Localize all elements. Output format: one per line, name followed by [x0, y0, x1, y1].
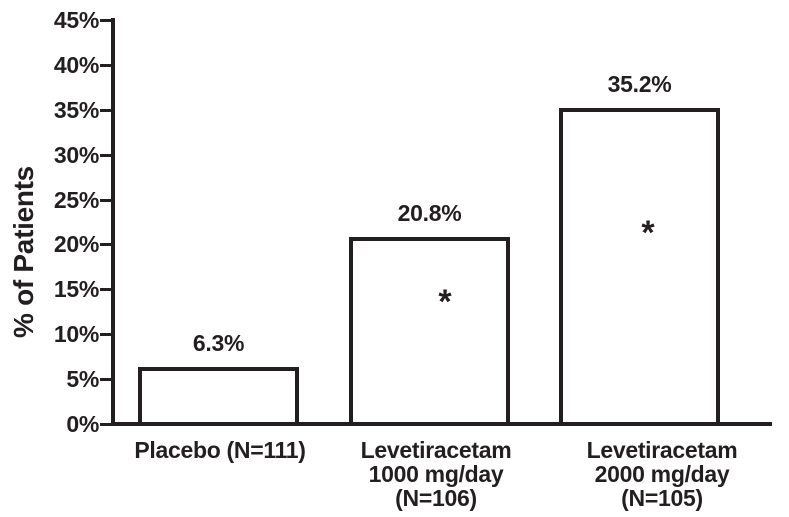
- y-tick-mark: [100, 154, 112, 157]
- significance-asterisk: *: [438, 283, 452, 321]
- bar-2: [349, 237, 510, 426]
- y-tick-label: 40%: [53, 52, 99, 78]
- x-category-label: Placebo (N=111): [134, 437, 306, 463]
- y-tick-mark: [100, 199, 112, 202]
- y-tick-mark: [100, 64, 112, 67]
- y-tick-mark: [100, 288, 112, 291]
- bar-value-label: 35.2%: [607, 71, 672, 97]
- x-category-label: Levetiracetam 1000 mg/day (N=106): [361, 438, 512, 510]
- bar-value-label: 6.3%: [192, 330, 245, 356]
- y-tick-label: 30%: [53, 142, 99, 168]
- significance-asterisk: *: [641, 214, 655, 252]
- y-tick-label: 35%: [53, 97, 99, 123]
- y-tick-label: 10%: [53, 321, 99, 347]
- y-tick-label: 25%: [53, 187, 99, 213]
- x-category-label-line: (N=105): [621, 485, 703, 511]
- y-tick-mark: [100, 333, 112, 336]
- y-tick-label: 45%: [53, 7, 99, 33]
- x-category-label-line: 1000 mg/day: [368, 461, 504, 487]
- x-category-label-line: Levetiracetam: [360, 437, 512, 463]
- x-category-label: Levetiracetam 2000 mg/day (N=105): [587, 438, 738, 510]
- y-axis-line: [111, 18, 115, 426]
- x-category-label-line: Placebo (N=111): [134, 437, 306, 463]
- x-category-label-line: Levetiracetam: [586, 437, 738, 463]
- x-category-label-line: (N=106): [395, 485, 477, 511]
- y-tick-mark: [100, 423, 112, 426]
- bar-3: [559, 108, 720, 426]
- x-axis-line: [111, 422, 772, 426]
- y-tick-label: 5%: [66, 366, 99, 392]
- y-tick-mark: [100, 378, 112, 381]
- y-tick-label: 15%: [53, 276, 99, 302]
- y-tick-mark: [100, 19, 112, 22]
- y-tick-label: 0%: [66, 411, 99, 437]
- y-tick-mark: [100, 243, 112, 246]
- bar-1: [138, 367, 299, 426]
- y-tick-label: 20%: [53, 231, 99, 257]
- x-category-label-line: 2000 mg/day: [594, 461, 730, 487]
- bar-value-label: 20.8%: [397, 200, 462, 226]
- y-tick-mark: [100, 109, 112, 112]
